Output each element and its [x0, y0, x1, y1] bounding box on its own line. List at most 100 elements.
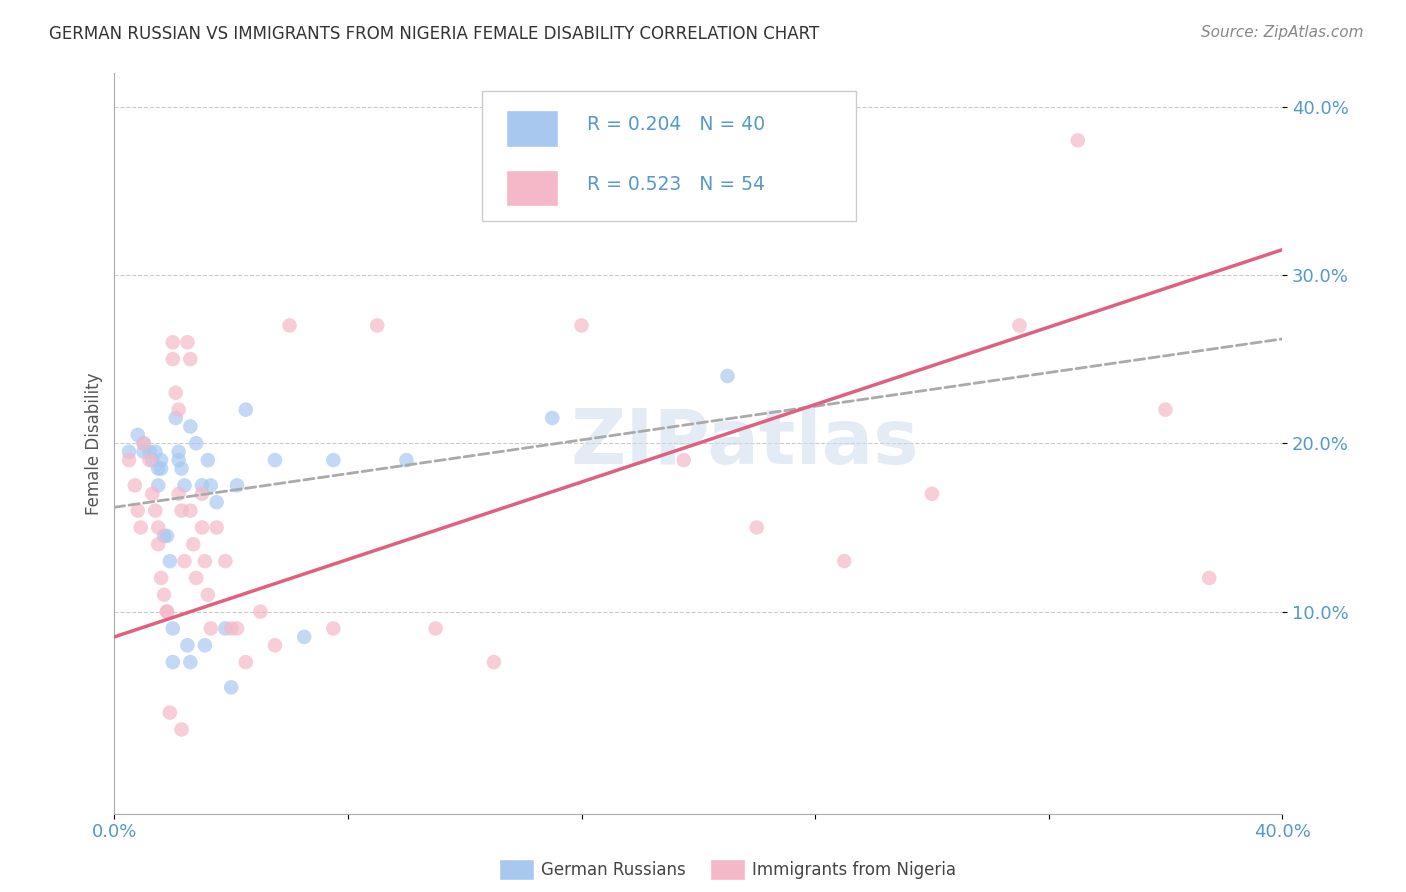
Point — [322, 622, 344, 636]
Point — [148, 537, 170, 551]
Point — [226, 478, 249, 492]
Point — [200, 478, 222, 492]
Point — [138, 453, 160, 467]
Point — [132, 436, 155, 450]
Point — [162, 622, 184, 636]
Point — [176, 335, 198, 350]
Point — [541, 411, 564, 425]
Point — [150, 453, 173, 467]
Point — [482, 655, 505, 669]
Point — [395, 453, 418, 467]
Point — [219, 622, 242, 636]
Point — [153, 529, 176, 543]
Point — [127, 428, 149, 442]
Point — [162, 352, 184, 367]
Point — [170, 503, 193, 517]
Point — [197, 588, 219, 602]
Point — [153, 588, 176, 602]
Point — [165, 411, 187, 425]
Point — [219, 681, 242, 695]
Point — [143, 503, 166, 517]
Point — [197, 453, 219, 467]
Point — [571, 318, 593, 333]
Point — [159, 706, 181, 720]
Point — [129, 520, 152, 534]
Point — [292, 630, 315, 644]
Point — [118, 444, 141, 458]
Point — [118, 453, 141, 467]
Text: ZIPatlas: ZIPatlas — [571, 406, 920, 480]
Point — [176, 638, 198, 652]
Point — [278, 318, 301, 333]
Point — [186, 436, 208, 450]
Point — [132, 444, 155, 458]
Point — [167, 487, 190, 501]
Y-axis label: Female Disability: Female Disability — [86, 372, 103, 515]
Point — [745, 520, 768, 534]
Point — [150, 461, 173, 475]
Text: R = 0.204   N = 40: R = 0.204 N = 40 — [588, 115, 765, 135]
Point — [1067, 133, 1090, 147]
Point — [179, 503, 201, 517]
Text: German Russians: German Russians — [541, 861, 686, 879]
Point — [921, 487, 943, 501]
Point — [1198, 571, 1220, 585]
Point — [194, 638, 217, 652]
Point — [167, 402, 190, 417]
Point — [235, 655, 257, 669]
Text: Immigrants from Nigeria: Immigrants from Nigeria — [752, 861, 956, 879]
Point — [141, 453, 163, 467]
Point — [148, 461, 170, 475]
Point — [162, 335, 184, 350]
Point — [264, 638, 287, 652]
Point — [214, 554, 236, 568]
Point — [194, 554, 217, 568]
Point — [205, 520, 228, 534]
Point — [170, 461, 193, 475]
Point — [366, 318, 388, 333]
Point — [167, 453, 190, 467]
Point — [138, 444, 160, 458]
Point — [173, 554, 195, 568]
Point — [173, 478, 195, 492]
FancyBboxPatch shape — [482, 92, 856, 221]
Point — [162, 655, 184, 669]
Point — [127, 503, 149, 517]
Point — [214, 622, 236, 636]
Point — [191, 478, 214, 492]
Point — [148, 520, 170, 534]
Point — [205, 495, 228, 509]
Point — [132, 436, 155, 450]
Point — [124, 478, 146, 492]
Point — [181, 537, 204, 551]
Point — [832, 554, 855, 568]
Point — [165, 385, 187, 400]
Bar — [506, 111, 558, 147]
Point — [159, 554, 181, 568]
Point — [264, 453, 287, 467]
Point — [191, 520, 214, 534]
Text: Source: ZipAtlas.com: Source: ZipAtlas.com — [1201, 25, 1364, 40]
Point — [179, 655, 201, 669]
Point — [179, 352, 201, 367]
Point — [170, 723, 193, 737]
Point — [150, 571, 173, 585]
Point — [167, 444, 190, 458]
Point — [322, 453, 344, 467]
Point — [141, 487, 163, 501]
Point — [1154, 402, 1177, 417]
Point — [156, 605, 179, 619]
Point — [200, 622, 222, 636]
Point — [672, 453, 695, 467]
Point — [186, 571, 208, 585]
Text: R = 0.523   N = 54: R = 0.523 N = 54 — [588, 175, 765, 194]
Point — [235, 402, 257, 417]
Point — [148, 478, 170, 492]
Point — [716, 368, 738, 383]
Point — [179, 419, 201, 434]
Point — [1008, 318, 1031, 333]
Point — [156, 605, 179, 619]
Bar — [506, 169, 558, 206]
Point — [156, 529, 179, 543]
Point — [191, 487, 214, 501]
